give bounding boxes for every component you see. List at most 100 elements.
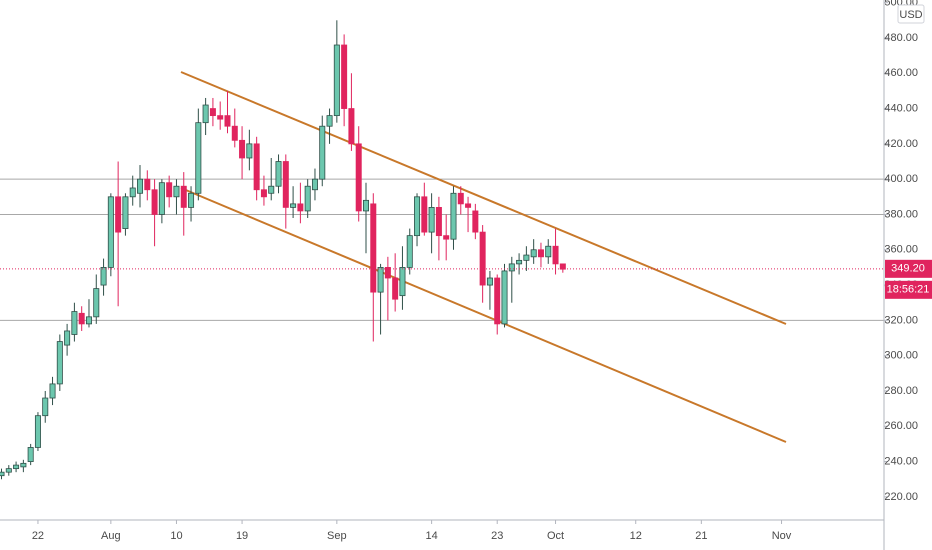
candle-body [275, 161, 282, 187]
y-tick-label: 420.00 [884, 138, 918, 150]
y-tick-label: 220.00 [884, 491, 918, 503]
candle-body [501, 270, 508, 325]
y-tick-label: 400.00 [884, 173, 918, 185]
upper-trend-line [180, 71, 787, 325]
candle-body [71, 311, 78, 335]
candle-body [78, 312, 85, 325]
x-tick-label: 22 [32, 530, 44, 542]
candle-body [93, 288, 100, 318]
candle-body [319, 125, 326, 180]
y-tick-label: 500.00 [884, 0, 918, 9]
candle-body [5, 468, 12, 473]
candle-body [421, 196, 428, 233]
candle-body [414, 196, 421, 237]
candle-body [217, 115, 224, 120]
y-tick-label: 480.00 [884, 32, 918, 44]
candle-body [399, 267, 406, 297]
candle-body [195, 122, 202, 194]
currency-label: USD [899, 9, 922, 21]
candle-body [428, 206, 435, 233]
candle-body [34, 415, 41, 448]
candle-body [0, 471, 5, 477]
x-tick-label: 19 [236, 530, 248, 542]
y-tick-label: 460.00 [884, 67, 918, 79]
candle-body [443, 235, 450, 240]
candle-body [64, 330, 71, 346]
candle-body [27, 447, 34, 462]
candle-body [282, 161, 289, 208]
candle-body [42, 397, 49, 417]
candle-body [253, 143, 260, 191]
candle-body [523, 254, 530, 261]
candle-body [166, 182, 173, 198]
y-tick-label: 280.00 [884, 385, 918, 397]
last-price-tag [885, 259, 932, 278]
candle-body [530, 249, 537, 258]
candle-body [304, 185, 311, 212]
currency-box [897, 4, 925, 24]
candle-body [355, 143, 362, 212]
candle-body [85, 316, 92, 325]
candle-body [13, 464, 20, 470]
candle-body [122, 196, 129, 229]
x-tick-label: 21 [695, 530, 707, 542]
candle-body [559, 263, 566, 270]
candle-body [268, 185, 275, 194]
y-tick-label: 300.00 [884, 350, 918, 362]
candle-body [472, 210, 479, 233]
candle-body [537, 249, 544, 258]
candle-body [151, 189, 158, 215]
y-tick-label: 380.00 [884, 208, 918, 220]
x-tick-label: 14 [425, 530, 437, 542]
candle-body [508, 263, 515, 272]
candle-body [341, 44, 348, 109]
candle-body [202, 104, 209, 124]
y-tick-label: 260.00 [884, 420, 918, 432]
candle-body [49, 383, 56, 399]
candle-body [107, 196, 114, 268]
candle-body [129, 187, 136, 198]
countdown-label: 18:56:21 [887, 284, 930, 296]
candle-body [326, 115, 333, 127]
candle-body [435, 206, 442, 237]
candle-body [297, 203, 304, 212]
candle-body [370, 203, 377, 293]
candle-body [246, 143, 253, 159]
y-tick-label: 240.00 [884, 455, 918, 467]
x-tick-label: Aug [101, 530, 121, 542]
x-tick-label: 12 [630, 530, 642, 542]
candle-body [392, 277, 399, 300]
candle-body [494, 277, 501, 325]
price-tags: 349.20 18:56:21 [0, 259, 932, 299]
candle-body [260, 189, 267, 198]
x-tick-label: Nov [772, 530, 792, 542]
candle-body [56, 341, 63, 385]
countdown-tag [885, 280, 932, 299]
candle-body [377, 267, 384, 293]
candle-body [465, 203, 472, 208]
candle-body [158, 182, 165, 215]
candle-body [290, 203, 297, 208]
x-tick-label: Oct [547, 530, 564, 542]
candle-body [362, 199, 369, 212]
candle-body [100, 267, 107, 286]
candle-body [20, 462, 27, 468]
candle-body [384, 267, 391, 279]
candle-body [486, 277, 493, 286]
candle-body [224, 115, 231, 127]
candle-body [545, 245, 552, 258]
x-tick-label: Sep [327, 530, 347, 542]
candle-body [144, 178, 151, 191]
y-tick-label: 440.00 [884, 102, 918, 114]
x-tick-label: 23 [491, 530, 503, 542]
candle-body [209, 108, 216, 117]
lower-trend-line [180, 187, 787, 443]
candle-body [239, 139, 246, 159]
candle-body [406, 235, 413, 268]
last-price-label: 349.20 [891, 263, 925, 275]
candle-body [333, 44, 340, 117]
candle-body [457, 192, 464, 205]
candle-body [450, 192, 457, 240]
candle-body [188, 192, 195, 208]
